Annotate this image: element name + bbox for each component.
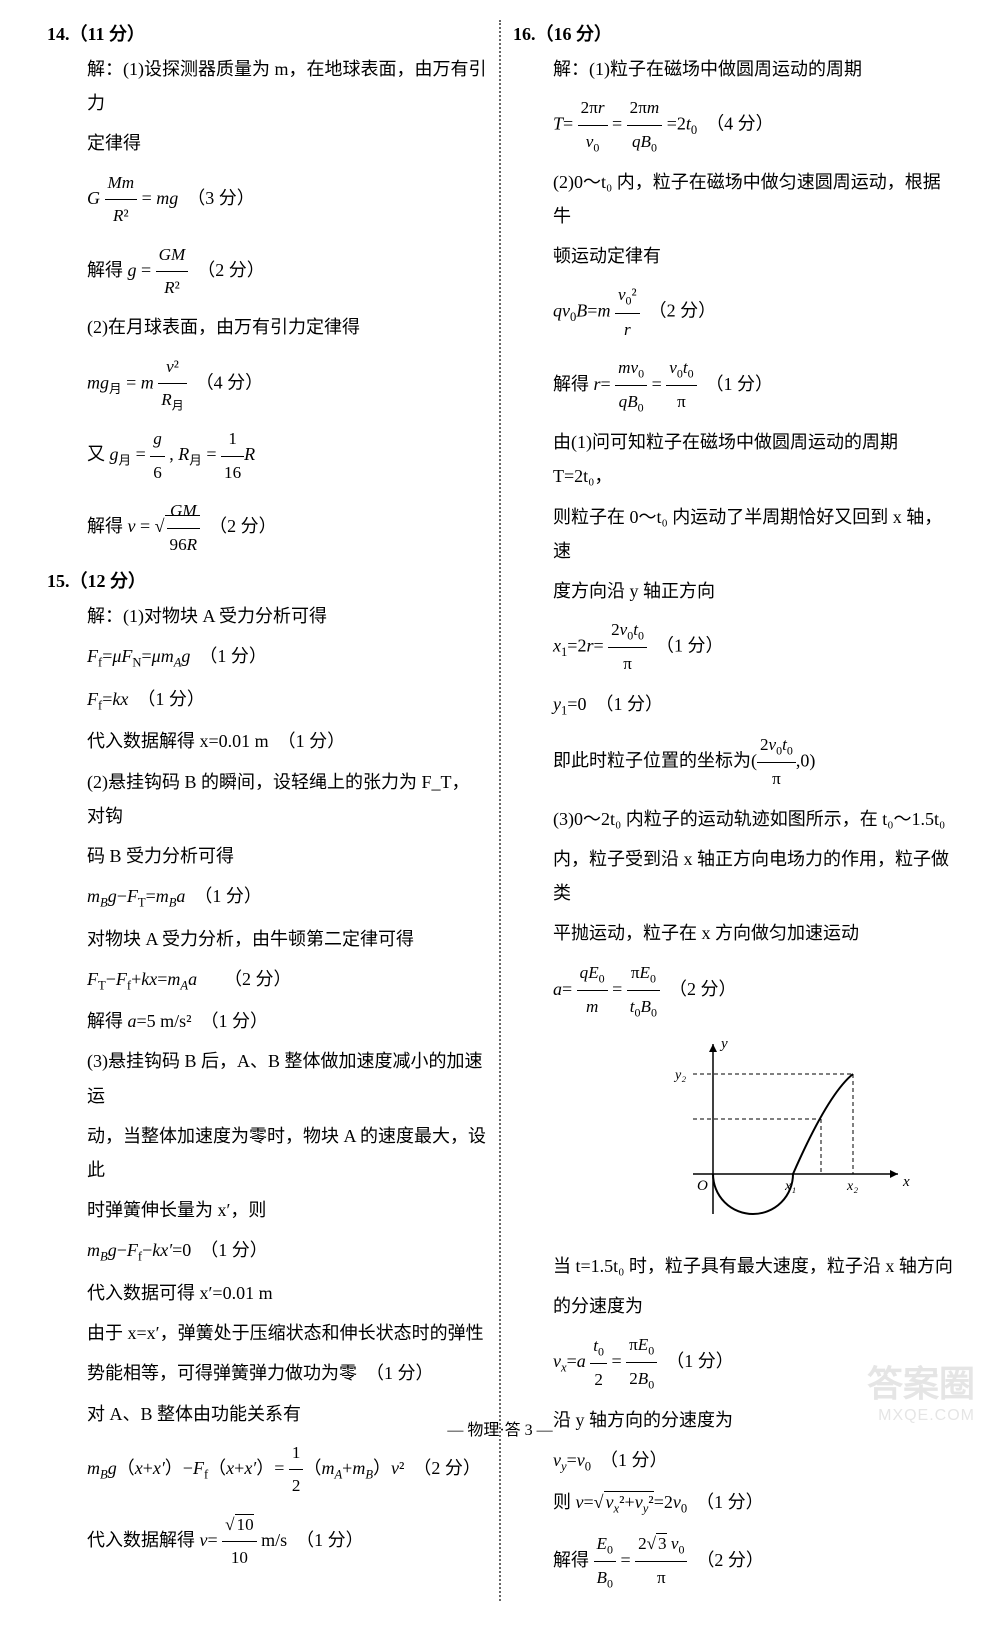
formula-line: 即此时粒子位置的坐标为(2v0t0π,0): [553, 729, 953, 796]
text-line: (2)0～t₀ 内，粒子在磁场中做匀速圆周运动，根据牛: [553, 165, 953, 233]
score: （2 分）: [658, 301, 717, 321]
score: （1 分）: [604, 694, 663, 714]
formula-line: y1=0 （1 分）: [553, 687, 953, 724]
text-line: 度方向沿 y 轴正方向: [553, 574, 953, 608]
formula-line: Ff=μFN=μmAg （1 分）: [87, 639, 487, 676]
score: （1 分）: [208, 646, 267, 666]
score: （1 分）: [209, 1240, 268, 1260]
score: （4 分）: [205, 372, 264, 392]
text-line: 的分速度为: [553, 1289, 953, 1323]
score: （1 分）: [665, 636, 724, 656]
formula-line: a= qE0m = πE0t0B0 （2 分）: [553, 957, 953, 1024]
formula-line: mBg（x+x′）−Ff（x+x′）= 12（mA+mB）v² （2 分）: [87, 1437, 487, 1503]
text-line: 顿运动定律有: [553, 239, 953, 273]
formula-line: mBg−Ff−kx′=0 （1 分）: [87, 1233, 487, 1270]
svg-text:y: y: [719, 1036, 728, 1052]
formula-line: Ff=kx （1 分）: [87, 682, 487, 719]
svg-text:x: x: [902, 1174, 910, 1190]
text-line: 势能相等，可得弹簧弹力做功为零 （1 分）: [87, 1356, 487, 1390]
score: （1 分）: [705, 1492, 764, 1512]
score: （2 分）: [678, 978, 737, 998]
score: （1 分）: [146, 689, 205, 709]
text-line: (2)在月球表面，由万有引力定律得: [87, 310, 487, 344]
formula-line: 解得 r= mv0qB0 = v0t0π （1 分）: [553, 352, 953, 419]
text-line: 代入数据解得 x=0.01 m （1 分）: [87, 724, 487, 758]
formula-line: 代入数据解得 v= √1010 m/s （1 分）: [87, 1509, 487, 1575]
text-line: 动，当整体加速度为零时，物块 A 的速度最大，设此: [87, 1119, 487, 1187]
score: （1 分）: [210, 1011, 269, 1031]
formula-line: G MmR² = mg （3 分）: [87, 167, 487, 233]
text-line: 代入数据可得 x′=0.01 m: [87, 1276, 487, 1310]
formula-line: vy=v0 （1 分）: [553, 1443, 953, 1480]
q14-body: 解：(1)设探测器质量为 m，在地球表面，由万有引力 定律得 G MmR² = …: [47, 52, 487, 561]
page-footer: — 物理·答 3 —: [0, 1416, 1000, 1440]
text-line: 由(1)问可知粒子在磁场中做圆周运动的周期 T=2t₀，: [553, 425, 953, 493]
svg-text:y₂: y₂: [673, 1068, 686, 1083]
text-line: (3)0～2t₀ 内粒子的运动轨迹如图所示，在 t₀～1.5t₀: [553, 802, 953, 836]
trajectory-graph: O x y x₁ x₂ y₂: [613, 1034, 953, 1239]
formula-line: 解得 g = GMR² （2 分）: [87, 239, 487, 305]
q16-header: 16.（16 分）: [513, 20, 953, 46]
score: （2 分）: [705, 1550, 764, 1570]
text-line: 当 t=1.5t₀ 时，粒子具有最大速度，粒子沿 x 轴方向: [553, 1249, 953, 1283]
formula-line: 解得 v = √GM96R （2 分）: [87, 495, 487, 561]
score: （1 分）: [715, 374, 774, 394]
formula-line: mg月 = m v²R月 （4 分）: [87, 351, 487, 418]
text-line: 内，粒子受到沿 x 轴正方向电场力的作用，粒子做类: [553, 842, 953, 910]
formula-line: 解得 E0B0 = 2√3 v0π （2 分）: [553, 1528, 953, 1595]
q14-header: 14.（11 分）: [47, 20, 487, 46]
score: （4 分）: [715, 114, 774, 134]
score: （1 分）: [287, 731, 346, 751]
score: （3 分）: [196, 188, 255, 208]
formula-line: mBg−FT=mBa （1 分）: [87, 879, 487, 916]
formula-line: 则 v=√vx²+vy²=2v0 （1 分）: [553, 1485, 953, 1522]
text-line: (2)悬挂钩码 B 的瞬间，设轻绳上的张力为 F_T，对钩: [87, 765, 487, 833]
score: （1 分）: [675, 1351, 734, 1371]
text-line: 时弹簧伸长量为 x′，则: [87, 1193, 487, 1227]
formula-line: 解得 a=5 m/s² （1 分）: [87, 1004, 487, 1038]
score: （1 分）: [305, 1530, 364, 1550]
svg-text:x₁: x₁: [784, 1179, 796, 1194]
q15-header: 15.（12 分）: [47, 567, 487, 593]
formula-line: 又 g月 = g6 , R月 = 116R: [87, 423, 487, 489]
svg-text:x₂: x₂: [846, 1179, 858, 1194]
score: （1 分）: [203, 886, 262, 906]
formula-line: FT−Ff+kx=mAa （2 分）: [87, 962, 487, 999]
left-column: 14.（11 分） 解：(1)设探测器质量为 m，在地球表面，由万有引力 定律得…: [35, 20, 501, 1601]
score: （2 分）: [206, 260, 265, 280]
watermark: 答案圈 MXQE.COM: [867, 1355, 975, 1425]
text-line: 由于 x=x′，弹簧处于压缩状态和伸长状态时的弹性: [87, 1316, 487, 1350]
score: （2 分）: [218, 516, 277, 536]
text-line: 定律得: [87, 126, 487, 160]
formula-line: x1=2r= 2v0t0π （1 分）: [553, 614, 953, 681]
watermark-text: 答案圈: [867, 1355, 975, 1407]
text-line: 解：(1)粒子在磁场中做圆周运动的周期: [553, 52, 953, 86]
score: （1 分）: [375, 1363, 434, 1383]
score: （2 分）: [422, 1458, 481, 1478]
text-line: 解：(1)对物块 A 受力分析可得: [87, 599, 487, 633]
text-line: (3)悬挂钩码 B 后，A、B 整体做加速度减小的加速运: [87, 1044, 487, 1112]
text-line: 解：(1)设探测器质量为 m，在地球表面，由万有引力: [87, 52, 487, 120]
score: （1 分）: [609, 1450, 668, 1470]
score: （2 分）: [233, 969, 292, 989]
formula-line: T= 2πrv0 = 2πmqB0 =2t0 （4 分）: [553, 92, 953, 159]
text-line: 平抛运动，粒子在 x 方向做匀加速运动: [553, 916, 953, 950]
text-line: 对物块 A 受力分析，由牛顿第二定律可得: [87, 922, 487, 956]
text-line: 则粒子在 0～t₀ 内运动了半周期恰好又回到 x 轴，速: [553, 500, 953, 568]
formula-line: qv0B=m v0²r （2 分）: [553, 279, 953, 346]
watermark-url: MXQE.COM: [867, 1407, 975, 1425]
svg-text:O: O: [697, 1178, 708, 1194]
text-line: 码 B 受力分析可得: [87, 839, 487, 873]
